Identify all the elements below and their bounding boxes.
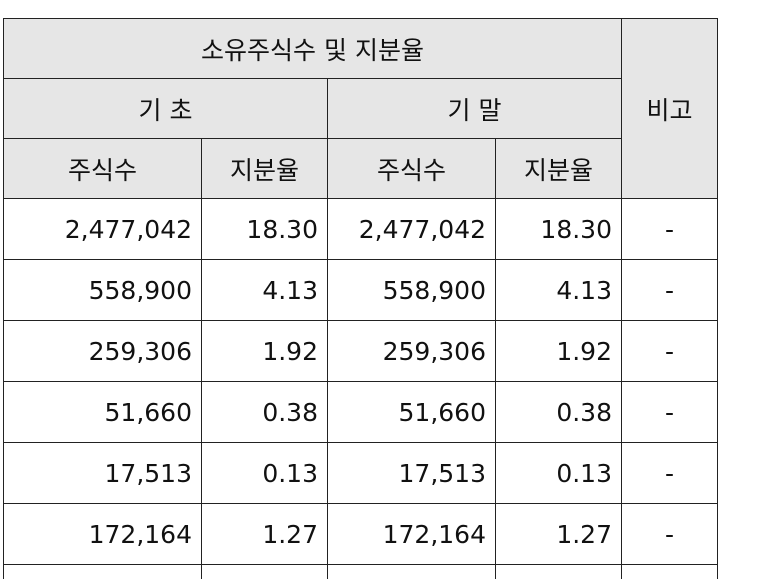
cell-empty xyxy=(4,565,202,579)
table-row: 259,306 1.92 259,306 1.92 - xyxy=(4,321,718,382)
cell-end-ratio: 0.38 xyxy=(496,382,622,443)
cell-end-ratio: 1.27 xyxy=(496,504,622,565)
cell-begin-ratio: 0.38 xyxy=(202,382,328,443)
cell-begin-ratio: 18.30 xyxy=(202,199,328,260)
table-row: 17,513 0.13 17,513 0.13 - xyxy=(4,443,718,504)
shareholding-table-container: 소유주식수 및 지분율 비고 기 초 기 말 주식수 지분율 주식수 지분율 2… xyxy=(3,18,718,579)
table-row: 51,660 0.38 51,660 0.38 - xyxy=(4,382,718,443)
cell-begin-shares: 2,477,042 xyxy=(4,199,202,260)
cell-end-shares: 259,306 xyxy=(328,321,496,382)
cell-remark: - xyxy=(622,443,718,504)
cell-empty xyxy=(328,565,496,579)
header-period-begin: 기 초 xyxy=(4,79,328,139)
header-shareholding-group: 소유주식수 및 지분율 xyxy=(4,19,622,79)
table-row: 558,900 4.13 558,900 4.13 - xyxy=(4,260,718,321)
cell-begin-ratio: 1.27 xyxy=(202,504,328,565)
cell-empty xyxy=(622,565,718,579)
cell-remark: - xyxy=(622,504,718,565)
table-row: 2,477,042 18.30 2,477,042 18.30 - xyxy=(4,199,718,260)
cell-end-shares: 51,660 xyxy=(328,382,496,443)
cell-end-ratio: 18.30 xyxy=(496,199,622,260)
cell-empty xyxy=(202,565,328,579)
table-body: 2,477,042 18.30 2,477,042 18.30 - 558,90… xyxy=(4,199,718,579)
cell-end-ratio: 0.13 xyxy=(496,443,622,504)
header-remark: 비고 xyxy=(622,19,718,199)
cell-begin-ratio: 1.92 xyxy=(202,321,328,382)
cell-begin-shares: 259,306 xyxy=(4,321,202,382)
cell-end-shares: 17,513 xyxy=(328,443,496,504)
cell-remark: - xyxy=(622,199,718,260)
cell-end-shares: 172,164 xyxy=(328,504,496,565)
cell-empty xyxy=(496,565,622,579)
cell-begin-shares: 172,164 xyxy=(4,504,202,565)
header-begin-ratio: 지분율 xyxy=(202,139,328,199)
cell-begin-ratio: 0.13 xyxy=(202,443,328,504)
cell-begin-shares: 51,660 xyxy=(4,382,202,443)
cell-end-shares: 558,900 xyxy=(328,260,496,321)
cell-end-ratio: 4.13 xyxy=(496,260,622,321)
cell-remark: - xyxy=(622,260,718,321)
cell-begin-shares: 17,513 xyxy=(4,443,202,504)
cell-begin-shares: 558,900 xyxy=(4,260,202,321)
cell-remark: - xyxy=(622,382,718,443)
header-end-shares: 주식수 xyxy=(328,139,496,199)
table-header: 소유주식수 및 지분율 비고 기 초 기 말 주식수 지분율 주식수 지분율 xyxy=(4,19,718,199)
table-row: 172,164 1.27 172,164 1.27 - xyxy=(4,504,718,565)
header-period-end: 기 말 xyxy=(328,79,622,139)
shareholding-table: 소유주식수 및 지분율 비고 기 초 기 말 주식수 지분율 주식수 지분율 2… xyxy=(3,18,718,579)
header-end-ratio: 지분율 xyxy=(496,139,622,199)
table-row-partial xyxy=(4,565,718,579)
cell-end-ratio: 1.92 xyxy=(496,321,622,382)
header-begin-shares: 주식수 xyxy=(4,139,202,199)
cell-begin-ratio: 4.13 xyxy=(202,260,328,321)
cell-remark: - xyxy=(622,321,718,382)
cell-end-shares: 2,477,042 xyxy=(328,199,496,260)
